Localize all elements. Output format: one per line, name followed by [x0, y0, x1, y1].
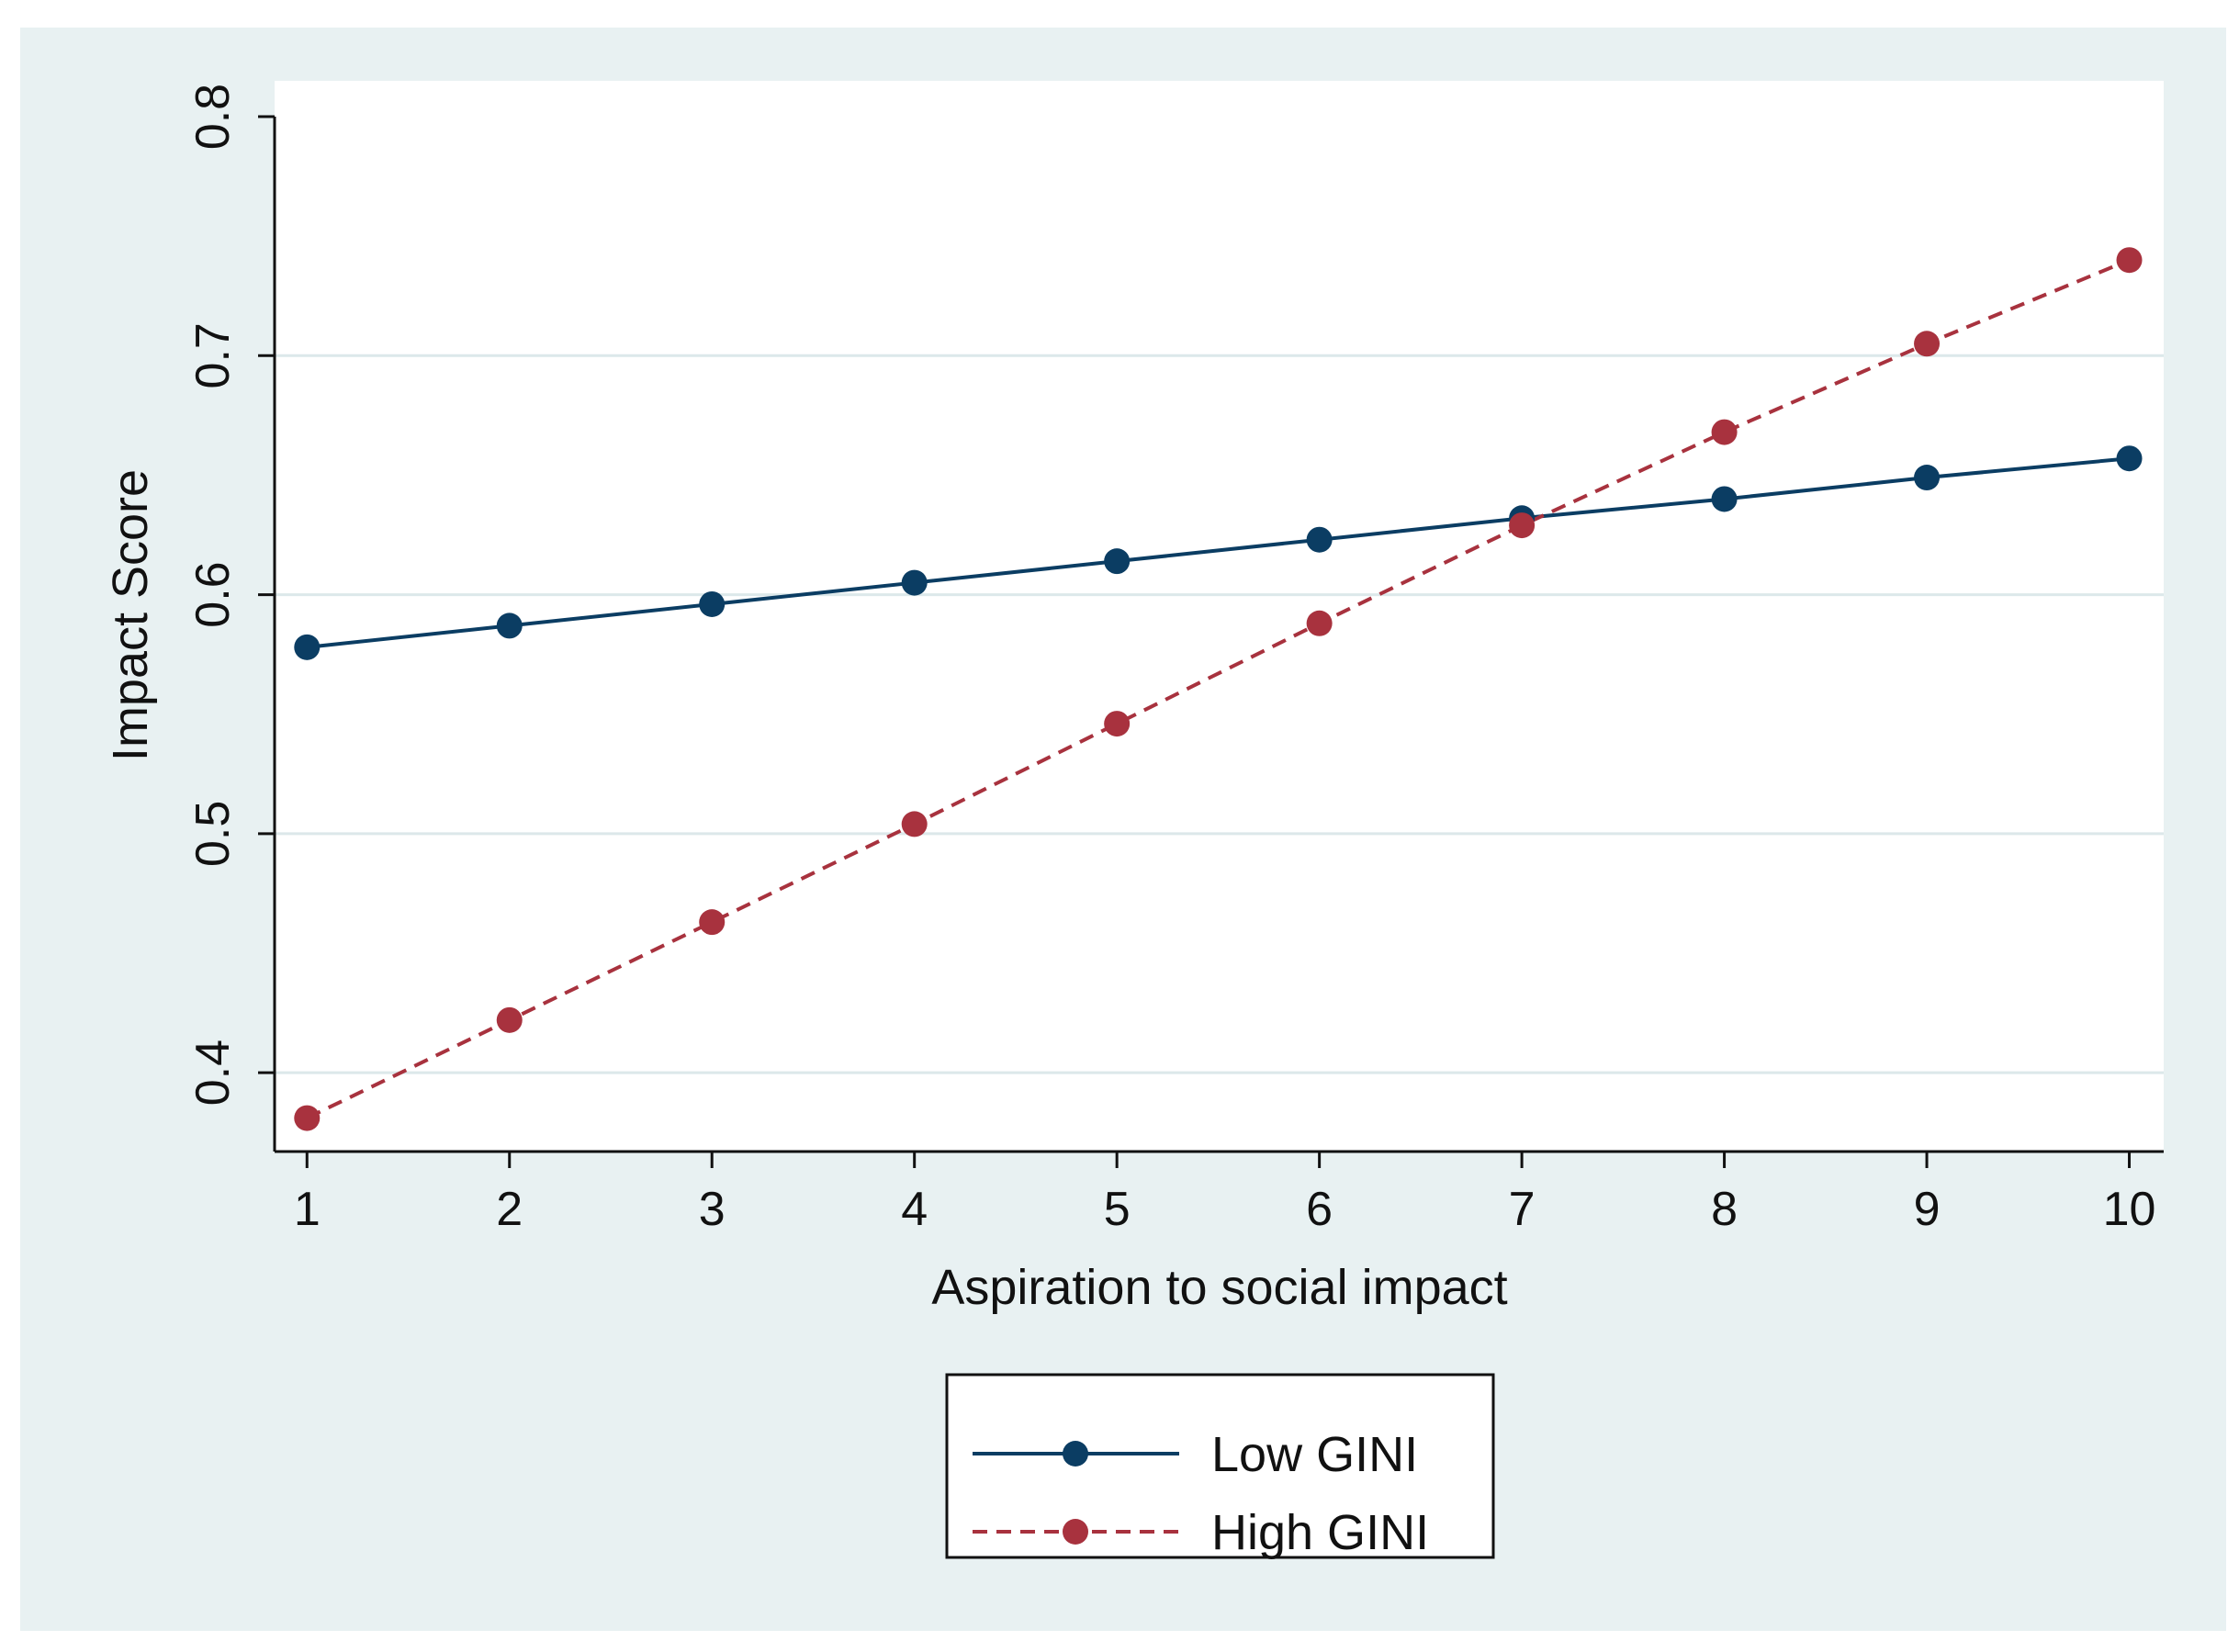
legend-box — [945, 1373, 1495, 1559]
data-point-high-gini — [1711, 419, 1738, 445]
y-tick-label: 0.5 — [186, 801, 240, 867]
legend-label-low-gini: Low GINI — [1211, 1427, 1418, 1482]
tick-labels: 0.4 0.5 0.6 0.7 0.8 1 2 3 4 5 6 7 8 9 10 — [186, 84, 2155, 1236]
y-axis-title: Impact Score — [103, 469, 158, 761]
series-markers — [294, 247, 2143, 1131]
data-point-high-gini — [496, 1006, 523, 1033]
data-point-high-gini — [1104, 711, 1131, 737]
data-point-low-gini — [2116, 445, 2143, 472]
x-tick-label: 6 — [1306, 1183, 1333, 1236]
data-point-high-gini — [294, 1105, 321, 1131]
y-tick-label: 0.4 — [186, 1040, 240, 1106]
plot-area — [275, 81, 2164, 1152]
y-tick-label: 0.7 — [186, 322, 240, 388]
x-tick-label: 10 — [2103, 1183, 2156, 1236]
x-tick-label: 7 — [1509, 1183, 1536, 1236]
data-point-low-gini — [294, 634, 321, 660]
data-point-low-gini — [1914, 465, 1941, 491]
legend-marker-low-gini — [1063, 1441, 1088, 1467]
series-line-high-gini — [306, 258, 2131, 1120]
data-point-high-gini — [901, 811, 928, 837]
series-lines — [306, 258, 2131, 1120]
data-point-high-gini — [1306, 610, 1333, 636]
y-tick-label: 0.8 — [186, 84, 240, 150]
x-tick-label: 8 — [1711, 1183, 1738, 1236]
x-tick-label: 1 — [294, 1183, 321, 1236]
line-chart: 0.4 0.5 0.6 0.7 0.8 1 2 3 4 5 6 7 8 9 10 Aspiration to… — [103, 81, 2164, 1560]
data-point-low-gini — [1306, 526, 1333, 553]
data-point-low-gini — [496, 612, 523, 639]
chart-background: 0.4 0.5 0.6 0.7 0.8 1 2 3 4 5 6 7 8 9 10 Aspiration to… — [20, 28, 2226, 1631]
x-tick-label: 3 — [699, 1183, 726, 1236]
legend-marker-high-gini — [1063, 1519, 1088, 1545]
y-tick-label: 0.6 — [186, 561, 240, 627]
data-point-low-gini — [901, 569, 928, 596]
legend-label-high-gini: High GINI — [1211, 1505, 1429, 1560]
data-point-low-gini — [1711, 486, 1738, 512]
data-point-high-gini — [699, 909, 726, 936]
data-point-high-gini — [2116, 247, 2143, 274]
x-tick-label: 5 — [1104, 1183, 1131, 1236]
data-point-high-gini — [1914, 331, 1941, 357]
series-line-low-gini — [307, 456, 2130, 649]
axes — [258, 115, 2164, 1168]
gridlines — [275, 354, 2164, 1074]
data-point-low-gini — [699, 590, 726, 617]
x-tick-label: 4 — [901, 1183, 928, 1236]
data-point-high-gini — [1509, 512, 1536, 539]
data-point-low-gini — [1104, 548, 1131, 575]
x-axis-title: Aspiration to social impact — [931, 1260, 1507, 1315]
legend: Low GINI High GINI — [945, 1373, 1495, 1560]
x-tick-label: 9 — [1914, 1183, 1941, 1236]
x-tick-label: 2 — [496, 1183, 523, 1236]
